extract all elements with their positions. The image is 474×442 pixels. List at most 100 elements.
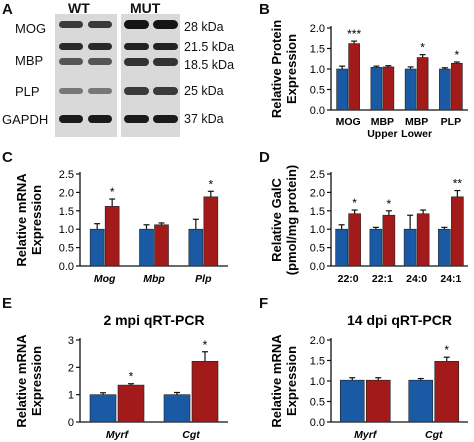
- y-tick-label: 0: [68, 417, 74, 429]
- y-tick-label: 2.5: [59, 169, 74, 181]
- bar: [203, 196, 219, 267]
- y-tick-label: 2: [68, 362, 74, 374]
- bar: [139, 228, 154, 267]
- blot-band: [153, 115, 178, 123]
- category-label-line: PLP: [441, 116, 461, 128]
- category-label-line: Mbp: [143, 273, 165, 285]
- y-axis-label-b: Relative ProteinExpression: [269, 20, 299, 118]
- category-label-line: Upper: [367, 128, 397, 140]
- category-label: Myrf: [106, 429, 130, 441]
- category-label-line: Cgt: [182, 429, 200, 441]
- y-axis-label-line: Expression: [284, 34, 299, 104]
- bar: [117, 384, 145, 423]
- kda-mog: 28 kDa: [184, 20, 224, 34]
- bar: [382, 214, 396, 267]
- y-axis-label-line: Relative mRNA: [14, 334, 29, 428]
- category-label-line: 24:1: [440, 273, 461, 285]
- category-label: Mog: [94, 273, 116, 285]
- blot-label-plp: PLP: [15, 84, 40, 99]
- bar: [439, 68, 451, 111]
- chart-panel-b: Relative ProteinExpression 0.0 0.5 1.0 1.5 2.…: [269, 20, 468, 140]
- bar: [408, 379, 434, 423]
- bar: [416, 57, 429, 111]
- blot-band: [124, 58, 149, 66]
- bar: [89, 394, 117, 423]
- y-axis-label-line: Relative mRNA: [269, 334, 284, 428]
- blot-label-gapdh: GAPDH: [2, 112, 49, 127]
- bar: [336, 68, 348, 111]
- y-tick-label: 2.5: [310, 169, 325, 181]
- y-tick-label: 2.0: [310, 335, 325, 347]
- bar: [451, 62, 463, 111]
- blot-band: [88, 43, 112, 50]
- chart-panel-e: 2 mpi qRT-PCR Relative mRNAExpression 0 1 2 3…: [14, 312, 228, 441]
- y-tick-label: 0.5: [310, 243, 325, 255]
- chart-title-e: 2 mpi qRT-PCR: [103, 312, 204, 328]
- y-tick-label: 0.5: [310, 85, 325, 97]
- y-tick-label: 2.0: [310, 187, 325, 199]
- significance-marker: *: [387, 197, 392, 211]
- category-label-line: 24:0: [406, 273, 427, 285]
- bar: [163, 394, 191, 423]
- bar: [104, 206, 120, 267]
- bar: [403, 228, 417, 267]
- category-label-line: MBP: [371, 116, 394, 128]
- y-tick-label: 0.0: [310, 105, 325, 117]
- significance-marker: *: [110, 185, 115, 199]
- y-axis-label-line: Relative GalC: [269, 177, 284, 261]
- y-tick-label: 1: [68, 390, 74, 402]
- bar: [335, 228, 348, 267]
- y-tick-label: 1.5: [310, 356, 325, 368]
- category-label-line: Mog: [94, 273, 116, 285]
- category-label: MBP Lower: [401, 116, 432, 140]
- blot-band: [153, 87, 178, 95]
- blot-band: [59, 58, 83, 65]
- bar: [382, 66, 395, 111]
- category-label: Cgt: [425, 429, 443, 441]
- blot-band: [124, 115, 149, 123]
- y-tick-label: 0.0: [310, 261, 325, 273]
- chart-panel-d: Relative GalC(pmol/mg protein) 0.0 0.5 1.0 1…: [269, 165, 468, 285]
- chart-panel-f: 14 dpi qRT-PCR Relative mRNAExpression 0.0…: [269, 312, 468, 441]
- significance-marker: *: [455, 48, 460, 62]
- category-label: Mbp: [143, 273, 165, 285]
- bar: [154, 224, 169, 267]
- y-axis-label-c: Relative mRNAExpression: [14, 173, 44, 267]
- bar: [434, 361, 460, 423]
- y-tick-label: 0.0: [310, 417, 325, 429]
- y-tick-label: 0.5: [310, 397, 325, 409]
- significance-marker: *: [129, 370, 134, 384]
- blot-band: [59, 21, 83, 28]
- panel-f-letter: F: [259, 295, 269, 312]
- bar: [89, 228, 105, 267]
- bar: [191, 361, 219, 423]
- category-label: MBP Upper: [367, 116, 397, 140]
- category-label-line: Plp: [195, 273, 212, 285]
- blot-band: [59, 43, 83, 50]
- y-axis-label-line: Expression: [29, 185, 44, 255]
- significance-marker: ***: [347, 27, 361, 41]
- y-axis-label-d: Relative GalC(pmol/mg protein): [269, 165, 299, 276]
- bar: [339, 379, 365, 423]
- y-tick-label: 1.0: [310, 376, 325, 388]
- y-tick-label: 0.0: [59, 261, 74, 273]
- panel-d-letter: D: [259, 149, 270, 166]
- category-label: 24:0: [406, 273, 427, 285]
- wt-group-label: WT: [68, 0, 90, 16]
- significance-marker: *: [352, 196, 357, 210]
- y-tick-label: 1.5: [59, 206, 74, 218]
- y-axis-label-line: Relative Protein: [269, 20, 284, 118]
- panel-c-letter: C: [2, 149, 13, 166]
- blot-band: [153, 43, 178, 50]
- blot-band: [88, 115, 112, 123]
- category-label-line: Myrf: [106, 429, 130, 441]
- bar: [438, 228, 451, 267]
- mut-group-label: MUT: [130, 0, 161, 16]
- category-label: 22:1: [372, 273, 393, 285]
- bar: [365, 379, 391, 423]
- y-tick-label: 2.0: [310, 23, 325, 35]
- category-label-line: 22:1: [372, 273, 393, 285]
- blot-band: [59, 115, 83, 123]
- category-label: 22:0: [338, 273, 359, 285]
- y-axis-label-f: Relative mRNAExpression: [269, 334, 299, 428]
